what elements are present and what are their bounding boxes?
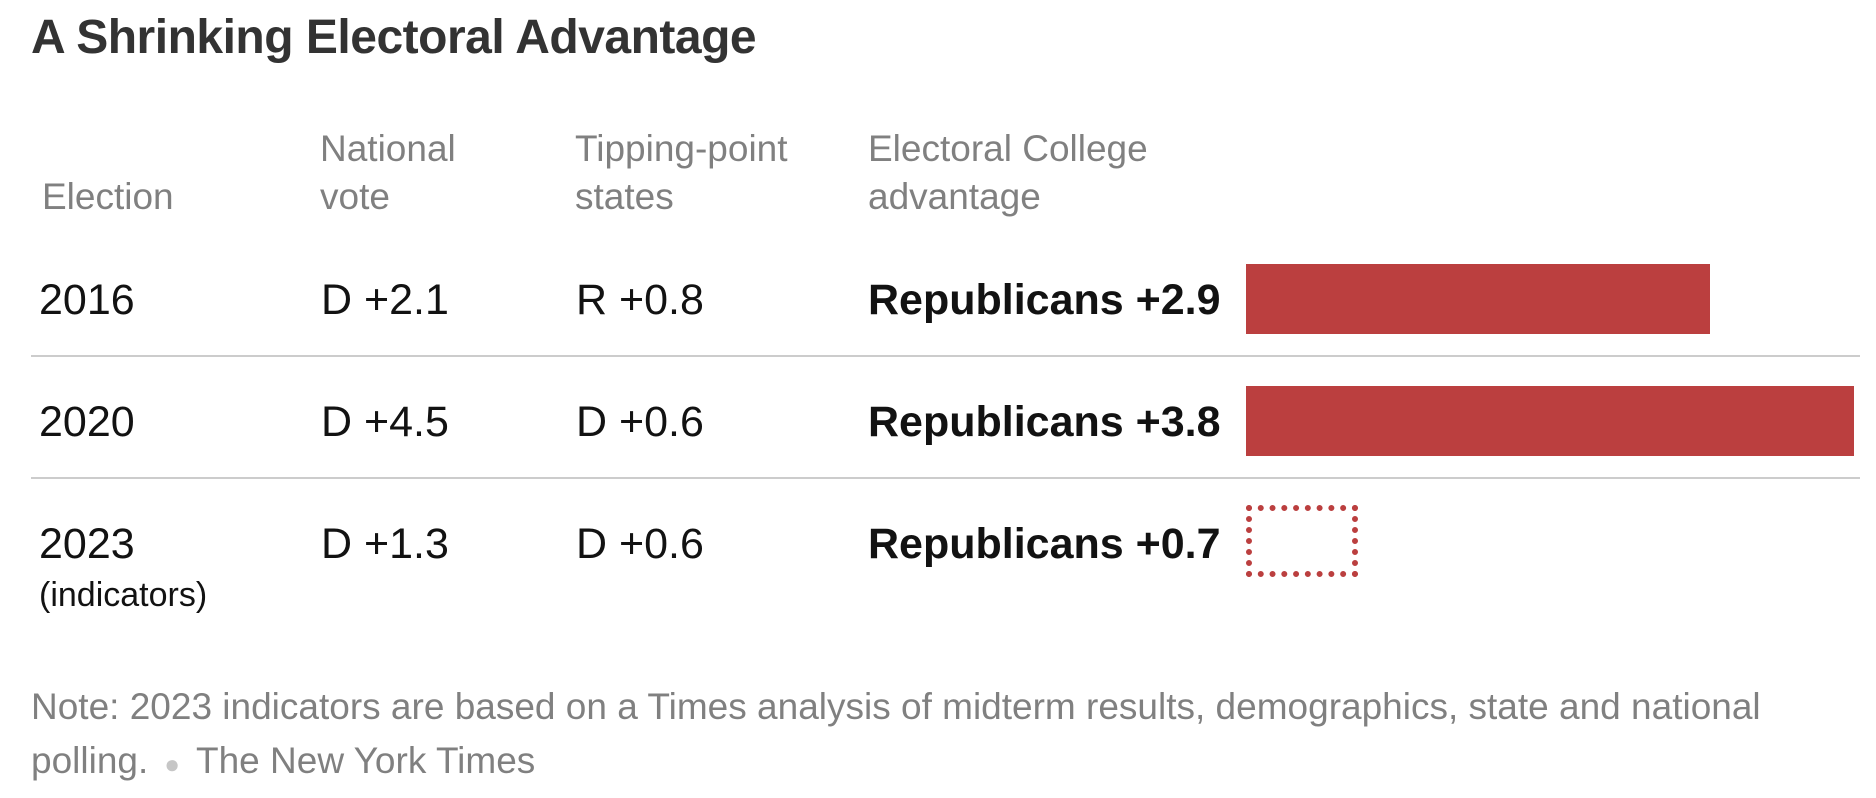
row-2016-national-vote: D +2.1 bbox=[321, 276, 449, 324]
row-2023-subtitle: (indicators) bbox=[39, 576, 208, 614]
header-tipping-point: Tipping-point states bbox=[575, 125, 788, 221]
header-tipping-point-line1: Tipping-point bbox=[575, 128, 788, 169]
header-tipping-point-line2: states bbox=[575, 176, 674, 217]
header-election-label: Election bbox=[42, 176, 174, 217]
row-2020-advantage-label: Republicans +3.8 bbox=[868, 398, 1221, 446]
header-ec-advantage-line1: Electoral College bbox=[868, 128, 1148, 169]
row-2023-advantage-label: Republicans +0.7 bbox=[868, 520, 1221, 568]
chart-title: A Shrinking Electoral Advantage bbox=[31, 11, 757, 64]
header-national-vote-line1: National bbox=[320, 128, 456, 169]
separator-dot: ● bbox=[164, 749, 180, 779]
bar-2020 bbox=[1246, 386, 1854, 456]
row-2020-election: 2020 bbox=[39, 398, 135, 446]
row-2020-national-vote: D +4.5 bbox=[321, 398, 449, 446]
note: Note: 2023 indicators are based on a Tim… bbox=[31, 680, 1861, 791]
bar-2016 bbox=[1246, 264, 1710, 334]
row-divider bbox=[31, 477, 1860, 479]
header-ec-advantage-line2: advantage bbox=[868, 176, 1041, 217]
row-2023-election: 2023 bbox=[39, 520, 135, 568]
header-election: Election bbox=[42, 173, 174, 221]
source-credit: The New York Times bbox=[195, 740, 536, 781]
row-divider bbox=[31, 355, 1860, 357]
header-ec-advantage: Electoral College advantage bbox=[868, 125, 1148, 221]
row-2016-tipping-point: R +0.8 bbox=[576, 276, 704, 324]
row-2016-advantage-label: Republicans +2.9 bbox=[868, 276, 1221, 324]
row-2020-tipping-point: D +0.6 bbox=[576, 398, 704, 446]
row-2023-national-vote: D +1.3 bbox=[321, 520, 449, 568]
note-text: Note: 2023 indicators are based on a Tim… bbox=[31, 686, 1761, 781]
row-2023-tipping-point: D +0.6 bbox=[576, 520, 704, 568]
header-national-vote: National vote bbox=[320, 125, 456, 221]
bar-2023 bbox=[1246, 505, 1358, 577]
header-national-vote-line2: vote bbox=[320, 176, 390, 217]
row-2016-election: 2016 bbox=[39, 276, 135, 324]
